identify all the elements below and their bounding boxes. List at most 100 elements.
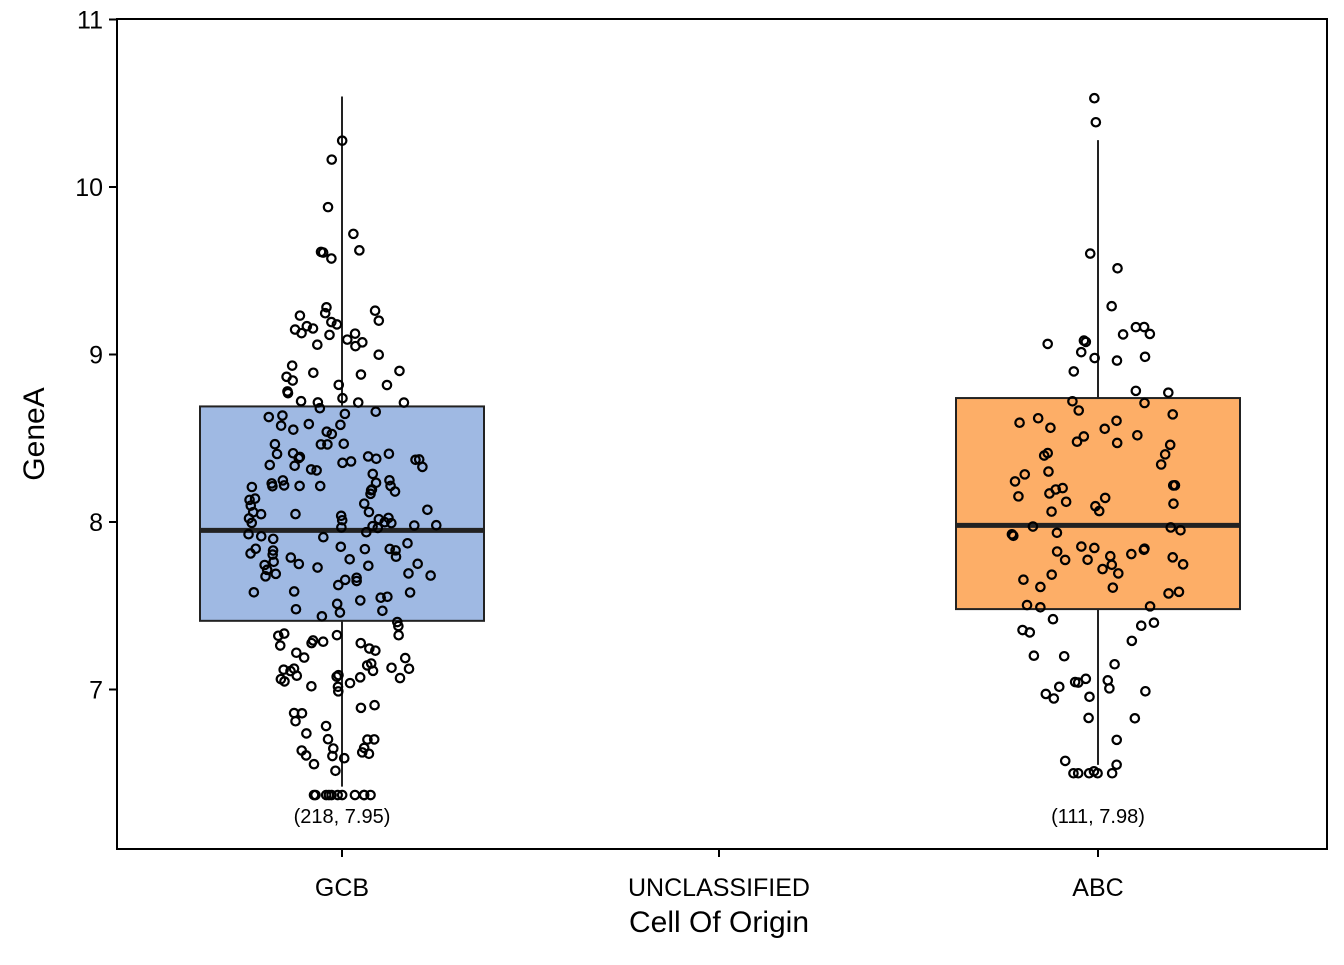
data-point	[1135, 620, 1147, 632]
data-point	[389, 486, 401, 497]
data-point	[355, 702, 367, 714]
data-point	[342, 334, 353, 345]
data-point	[331, 671, 342, 682]
data-point	[247, 506, 259, 518]
data-point	[1084, 691, 1095, 703]
data-point	[294, 451, 306, 463]
data-point	[319, 307, 331, 319]
data-point	[290, 603, 302, 615]
data-point	[335, 510, 347, 522]
data-point	[1043, 466, 1054, 477]
data-point	[1111, 759, 1122, 771]
data-point	[320, 789, 332, 801]
data-point	[351, 572, 362, 584]
data-point	[301, 728, 312, 739]
data-point	[1111, 415, 1122, 427]
data-point	[370, 453, 382, 465]
data-point	[1080, 336, 1092, 348]
data-point	[1076, 541, 1087, 552]
data-point	[316, 610, 328, 622]
data-point	[1042, 338, 1054, 350]
data-point	[1071, 436, 1083, 448]
data-point	[393, 620, 404, 632]
data-point	[354, 672, 366, 683]
data-point	[1035, 581, 1046, 593]
data-point	[267, 549, 279, 560]
data-point	[1073, 405, 1085, 416]
data-point	[384, 543, 396, 555]
data-point	[312, 562, 323, 573]
data-point	[264, 459, 276, 471]
data-point	[1165, 522, 1177, 533]
data-point	[314, 402, 326, 414]
data-point	[320, 720, 332, 732]
data-point	[344, 553, 355, 565]
y-tick-label: 8	[89, 509, 103, 537]
data-point	[386, 662, 397, 674]
data-point	[384, 475, 395, 486]
data-point	[386, 517, 397, 529]
data-point	[314, 480, 326, 492]
data-point	[430, 519, 442, 531]
data-point	[1059, 755, 1071, 767]
data-point	[1148, 617, 1160, 629]
data-point	[390, 551, 402, 563]
data-point	[1068, 366, 1080, 377]
data-point	[369, 699, 380, 711]
data-point	[1130, 321, 1142, 333]
data-point	[267, 533, 279, 545]
data-point	[1089, 542, 1100, 554]
data-point	[259, 559, 270, 571]
data-point	[277, 475, 289, 486]
data-point	[298, 652, 310, 663]
data-point	[288, 424, 299, 435]
data-point	[1102, 675, 1114, 686]
data-point	[399, 652, 411, 664]
data-point	[282, 386, 293, 397]
data-point	[248, 586, 260, 598]
data-point	[1126, 635, 1138, 647]
data-point	[291, 647, 302, 659]
data-point	[1167, 480, 1179, 491]
data-point	[381, 379, 393, 391]
data-point	[1032, 412, 1044, 424]
data-point	[361, 526, 372, 538]
data-point	[336, 522, 347, 533]
data-point	[1046, 569, 1058, 580]
data-point	[296, 707, 308, 719]
data-point	[308, 758, 320, 770]
data-point	[404, 587, 416, 598]
data-point	[332, 681, 344, 693]
data-point	[1048, 693, 1060, 704]
data-point	[307, 635, 319, 646]
data-point	[1019, 469, 1031, 480]
axes-layer: 7 8 9 10 11 GCB UNCLASSIFIED ABC	[75, 7, 1124, 903]
data-point	[409, 520, 420, 531]
data-point	[312, 339, 323, 350]
data-point	[350, 340, 361, 352]
x-tick-label: GCB	[315, 874, 369, 902]
data-point	[1177, 559, 1189, 570]
data-point	[1060, 496, 1072, 508]
data-point	[278, 628, 290, 639]
data-point	[278, 664, 289, 675]
x-axis-title: Cell Of Origin	[629, 906, 809, 939]
data-point	[358, 498, 370, 509]
data-point	[355, 369, 367, 380]
y-tick-label: 10	[75, 174, 103, 202]
data-point	[306, 680, 317, 692]
data-point	[321, 301, 332, 313]
data-point	[364, 643, 375, 654]
data-point	[332, 579, 344, 591]
data-point	[359, 543, 371, 555]
data-point	[356, 747, 368, 758]
data-point	[402, 537, 413, 549]
data-point	[296, 327, 307, 339]
data-point	[1021, 599, 1033, 611]
data-point	[303, 418, 315, 430]
data-point	[331, 629, 343, 641]
y-tick-label: 11	[77, 7, 103, 35]
data-point	[339, 408, 351, 420]
data-point	[373, 513, 385, 525]
data-point	[244, 494, 255, 506]
